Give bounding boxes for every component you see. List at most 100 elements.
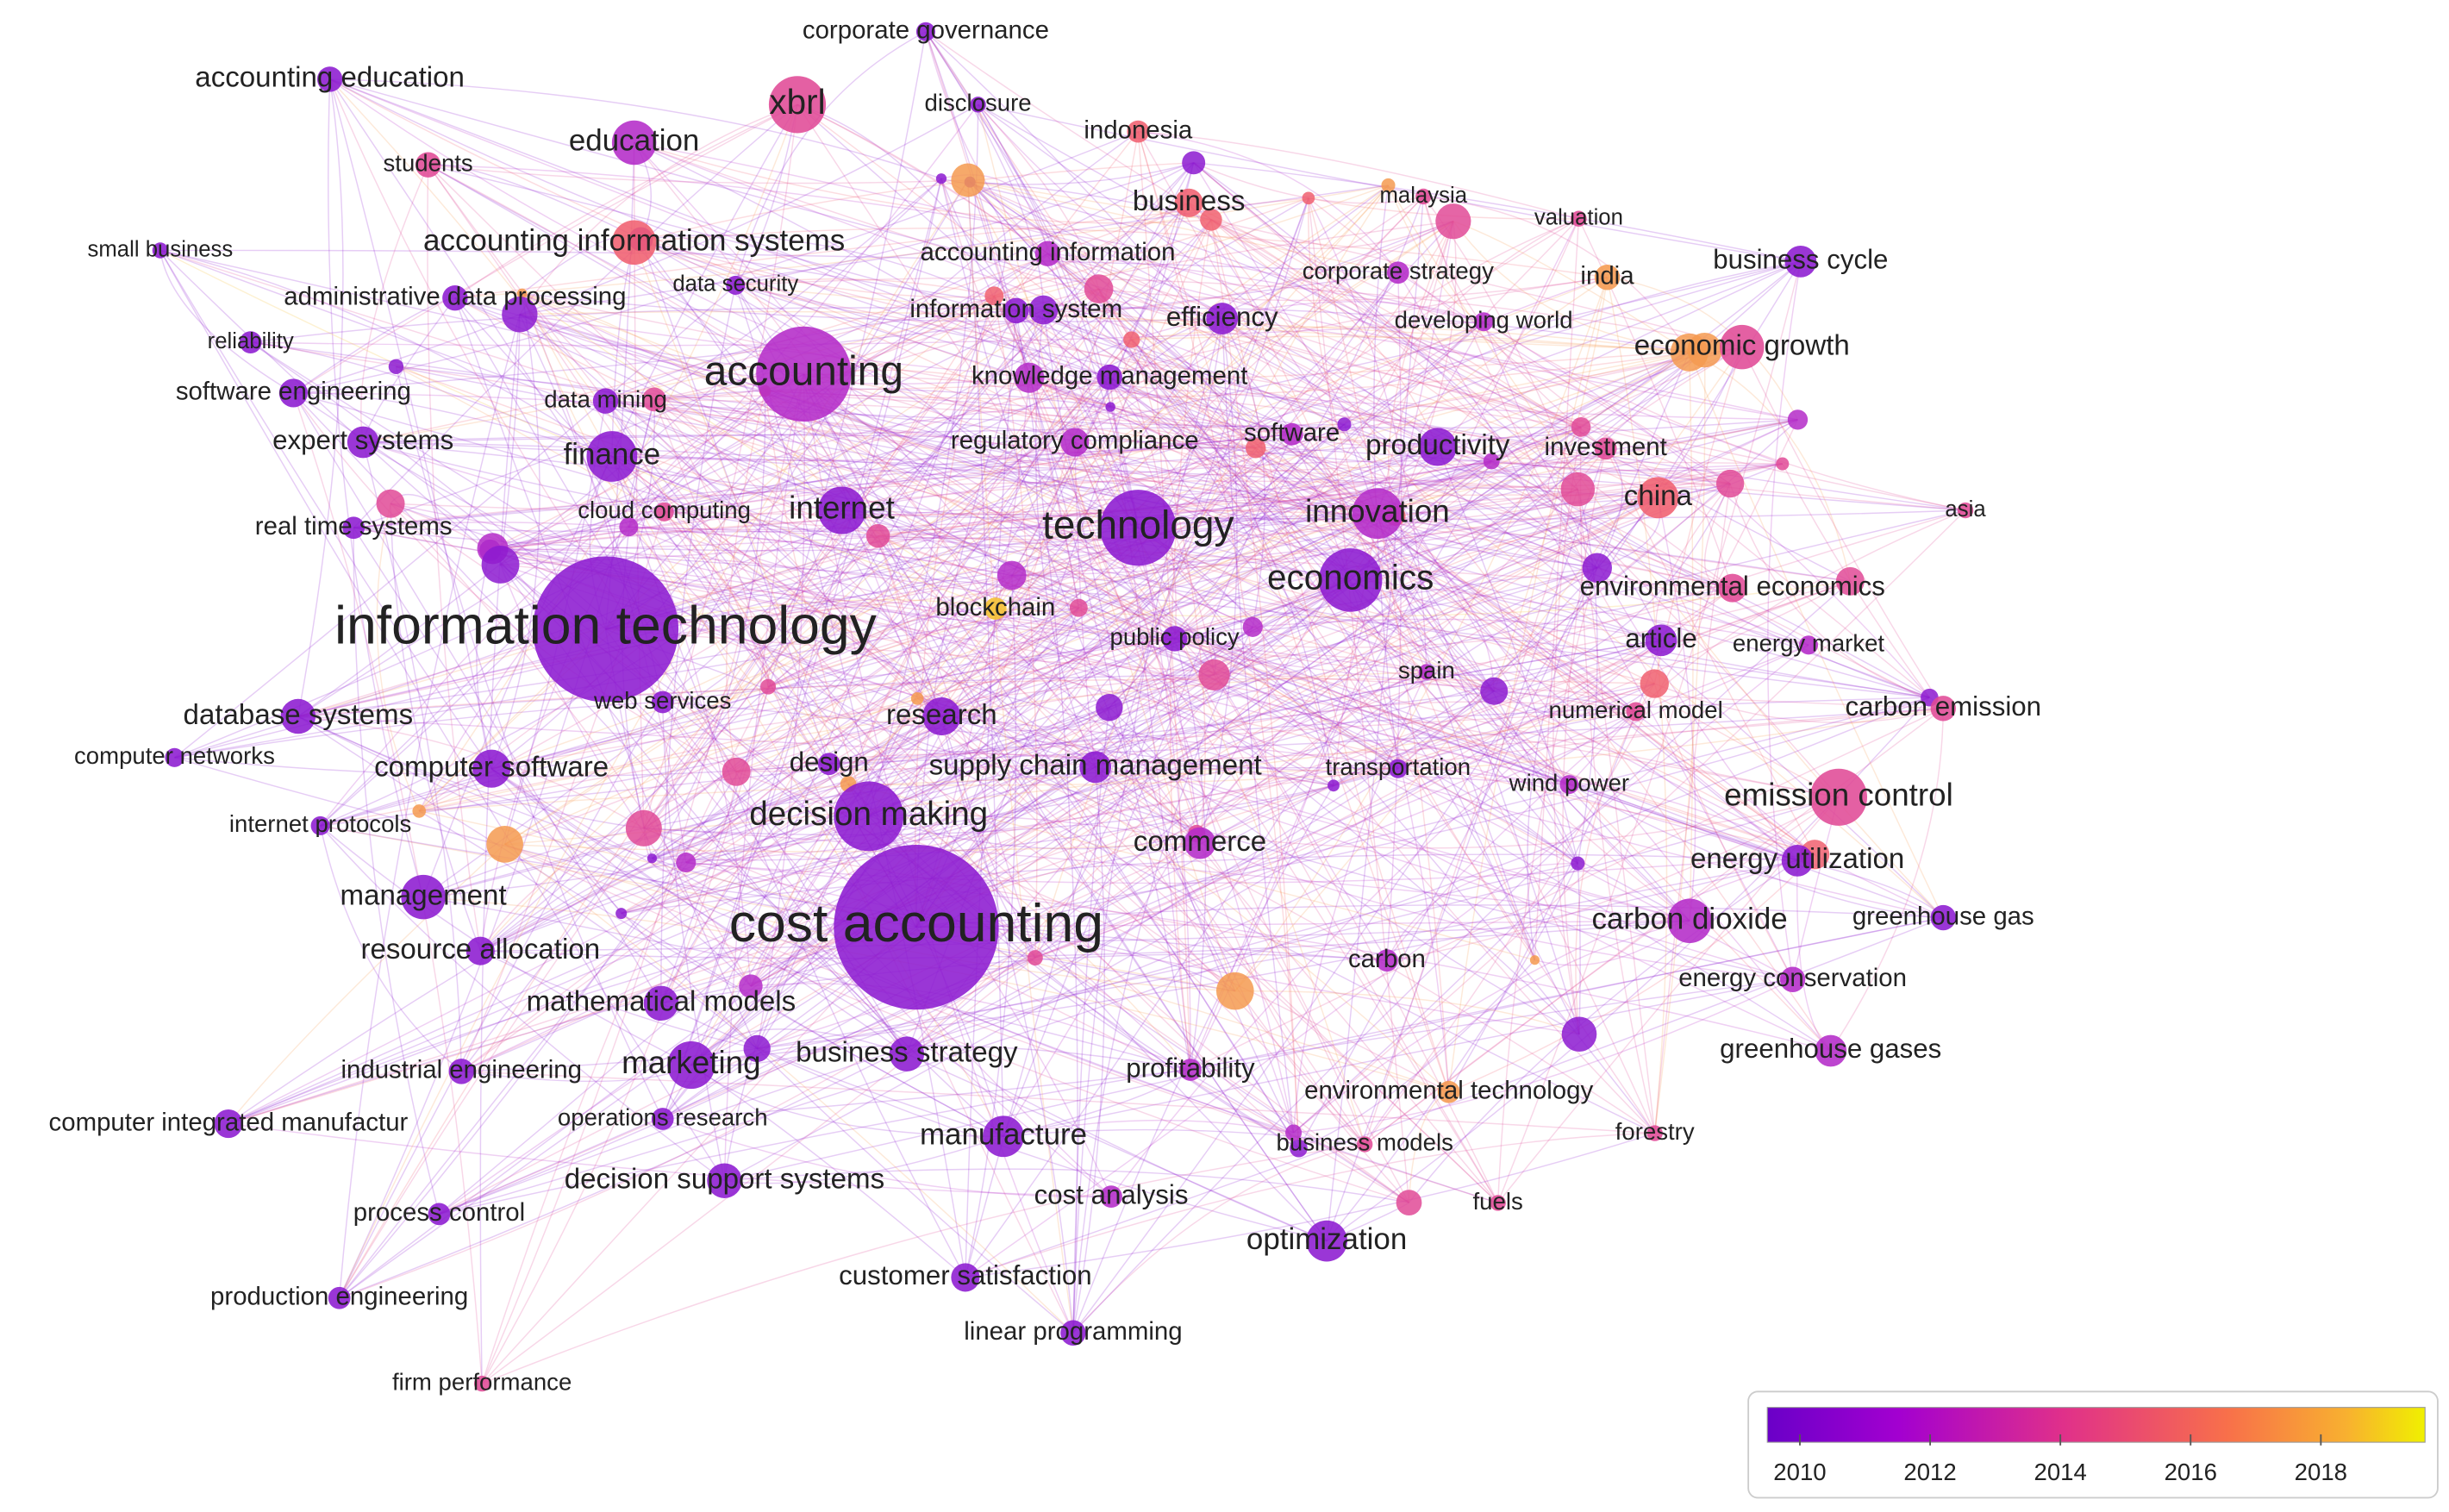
node-dot xyxy=(760,678,777,695)
edge xyxy=(757,859,1798,1050)
edge xyxy=(651,390,766,859)
edge xyxy=(611,455,1365,1145)
edge xyxy=(994,197,1309,297)
edge xyxy=(1188,202,1832,1052)
edge xyxy=(735,162,1194,286)
node-dot xyxy=(239,331,262,354)
edge xyxy=(297,260,1802,717)
edge xyxy=(828,607,1079,765)
edge xyxy=(868,497,1659,817)
edge xyxy=(1174,587,1733,648)
edge xyxy=(662,579,1352,1120)
edge xyxy=(293,314,521,394)
edge xyxy=(977,104,1236,991)
edge xyxy=(1196,347,1743,834)
edge xyxy=(941,707,1110,732)
edge xyxy=(878,483,1731,537)
edge xyxy=(297,678,1655,717)
node-label: numerical model xyxy=(1549,697,1723,723)
node-dot xyxy=(1386,261,1409,284)
edge xyxy=(454,297,1690,922)
edge xyxy=(993,295,1197,834)
edge xyxy=(916,426,1582,699)
edge xyxy=(1386,862,1578,961)
node-dot xyxy=(1034,241,1061,266)
edge xyxy=(640,238,1731,484)
edge xyxy=(1028,377,1410,1203)
node-label: economics xyxy=(1267,558,1434,597)
edge xyxy=(690,1064,1004,1137)
edge xyxy=(634,141,1201,844)
edge xyxy=(653,398,769,687)
node-label: small business xyxy=(88,237,234,261)
edge xyxy=(480,640,1662,952)
node-dot xyxy=(1290,1139,1308,1158)
edge xyxy=(390,503,1570,785)
node-label: database systems xyxy=(184,699,414,731)
node-dot xyxy=(1352,488,1403,540)
node-dot xyxy=(1215,972,1254,1010)
edge xyxy=(643,574,1013,829)
edge xyxy=(292,392,662,1004)
edge xyxy=(734,31,927,286)
edge xyxy=(841,459,1492,511)
edge xyxy=(915,347,1743,928)
node-dot xyxy=(676,852,697,873)
node-dot xyxy=(1490,1195,1506,1211)
edge xyxy=(1741,347,1944,709)
node-dot xyxy=(1096,694,1123,722)
edge xyxy=(653,178,942,401)
node-label: information system xyxy=(909,295,1122,323)
node-dot xyxy=(1571,856,1585,871)
edge xyxy=(479,349,1705,952)
edge xyxy=(461,1047,758,1072)
node-dot xyxy=(1474,312,1494,332)
edge xyxy=(339,352,1690,1299)
edge xyxy=(653,295,995,401)
edge xyxy=(1308,197,1410,1203)
node-dot xyxy=(1027,950,1043,966)
edge xyxy=(925,31,1045,310)
edge xyxy=(460,309,1044,1072)
edge xyxy=(339,833,1197,1299)
edge xyxy=(519,314,942,717)
edge xyxy=(1138,130,1399,273)
edge xyxy=(353,527,622,915)
node-dot xyxy=(152,242,169,259)
node-label: data mining xyxy=(544,385,667,412)
edge xyxy=(978,103,1851,582)
node-label: education xyxy=(569,124,699,158)
edge xyxy=(925,31,1080,609)
edge xyxy=(1293,863,1578,1134)
edge xyxy=(1253,626,1815,855)
edge xyxy=(174,701,663,759)
edge xyxy=(1293,509,1966,1134)
edge xyxy=(476,550,492,769)
edge xyxy=(803,373,1201,844)
node-label: information technology xyxy=(334,595,878,655)
edge xyxy=(1196,447,1607,834)
edge xyxy=(878,494,1659,537)
edge xyxy=(1210,219,1731,484)
node-label: environmental economics xyxy=(1580,571,1885,601)
edge xyxy=(353,522,1012,577)
node-dot xyxy=(1280,422,1303,446)
edge xyxy=(916,697,1793,980)
node-dot xyxy=(647,853,658,864)
edge xyxy=(767,460,1492,688)
edge xyxy=(965,1132,1655,1278)
edge xyxy=(906,710,1637,1055)
legend-tick-label: 2012 xyxy=(1903,1459,1956,1485)
node-dot xyxy=(1100,1185,1122,1208)
edge xyxy=(765,349,1705,392)
edge xyxy=(504,842,1201,853)
edge xyxy=(764,390,870,817)
edge xyxy=(767,686,1236,992)
node-dot xyxy=(481,545,520,584)
edge xyxy=(925,31,1080,609)
edge xyxy=(1047,253,1582,428)
edge xyxy=(634,241,995,298)
edge xyxy=(765,352,1690,400)
edge xyxy=(660,202,1190,1004)
edge xyxy=(491,674,1215,770)
